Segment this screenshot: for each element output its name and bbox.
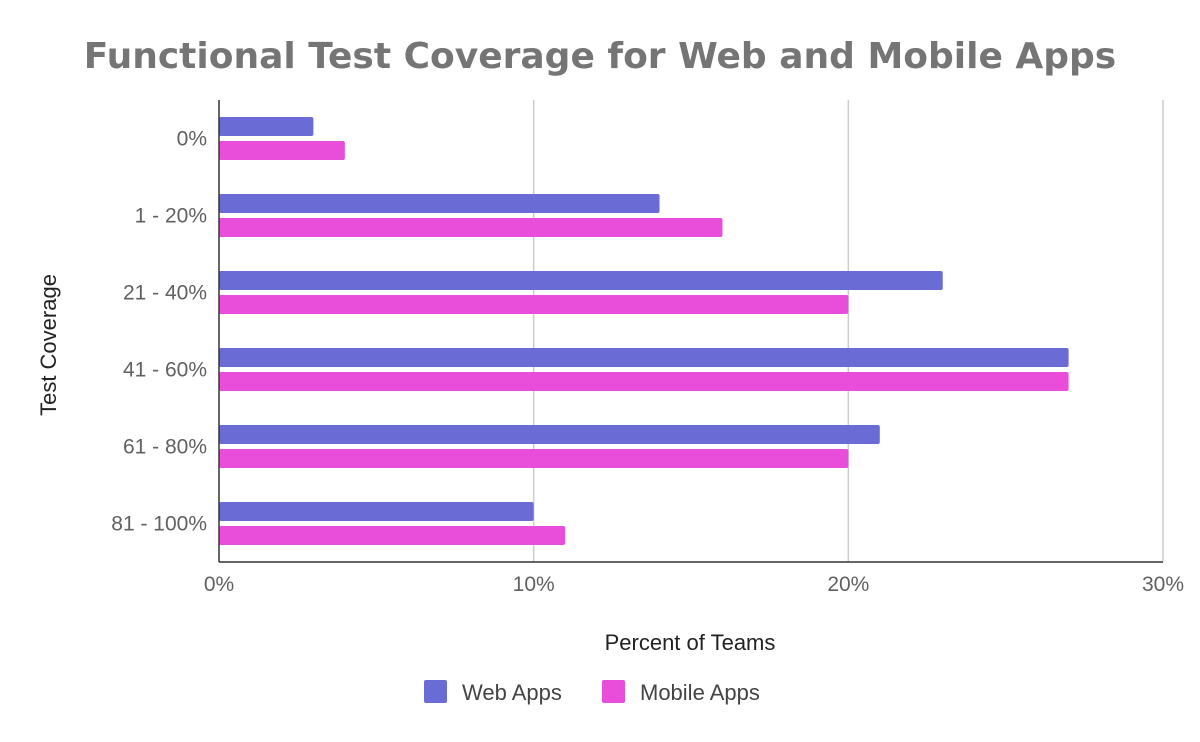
y-tick-label: 41 - 60% (123, 359, 207, 382)
legend: Web Apps Mobile Apps (424, 680, 760, 705)
y-tick-label: 81 - 100% (111, 513, 207, 536)
bar-web-3 (219, 348, 1069, 367)
bar-mobile-2 (219, 295, 849, 314)
bar-mobile-3 (219, 372, 1069, 391)
x-tick-label: 10% (513, 573, 555, 596)
bar-mobile-1 (219, 218, 723, 237)
x-tick-label: 20% (827, 573, 869, 596)
bar-web-4 (219, 425, 880, 444)
y-tick-label: 21 - 40% (123, 282, 207, 305)
x-tick-label: 0% (204, 573, 234, 596)
bar-web-2 (219, 271, 943, 290)
y-tick-label: 0% (177, 128, 207, 151)
x-tick-labels: 0% 10% 20% 30% (204, 573, 1184, 596)
bar-mobile-0 (219, 141, 345, 160)
y-axis-label: Test Coverage (36, 274, 61, 416)
bars-group (219, 117, 1069, 545)
legend-swatch-web (424, 680, 447, 703)
grid-lines (532, 100, 1164, 562)
bar-mobile-4 (219, 449, 849, 468)
chart-title: Functional Test Coverage for Web and Mob… (84, 36, 1116, 77)
bar-web-1 (219, 194, 660, 213)
legend-label-mobile: Mobile Apps (640, 680, 760, 705)
x-tick-label: 30% (1142, 573, 1184, 596)
bar-mobile-5 (219, 526, 566, 545)
axes (218, 100, 1163, 563)
y-tick-label: 61 - 80% (123, 436, 207, 459)
legend-swatch-mobile (602, 680, 625, 703)
y-tick-labels: 0% 1 - 20% 21 - 40% 41 - 60% 61 - 80% 81 - 10… (111, 128, 207, 536)
x-axis-label: Percent of Teams (605, 630, 776, 655)
bar-web-0 (219, 117, 314, 136)
bar-web-5 (219, 502, 534, 521)
y-tick-label: 1 - 20% (135, 205, 207, 228)
legend-label-web: Web Apps (462, 680, 562, 705)
